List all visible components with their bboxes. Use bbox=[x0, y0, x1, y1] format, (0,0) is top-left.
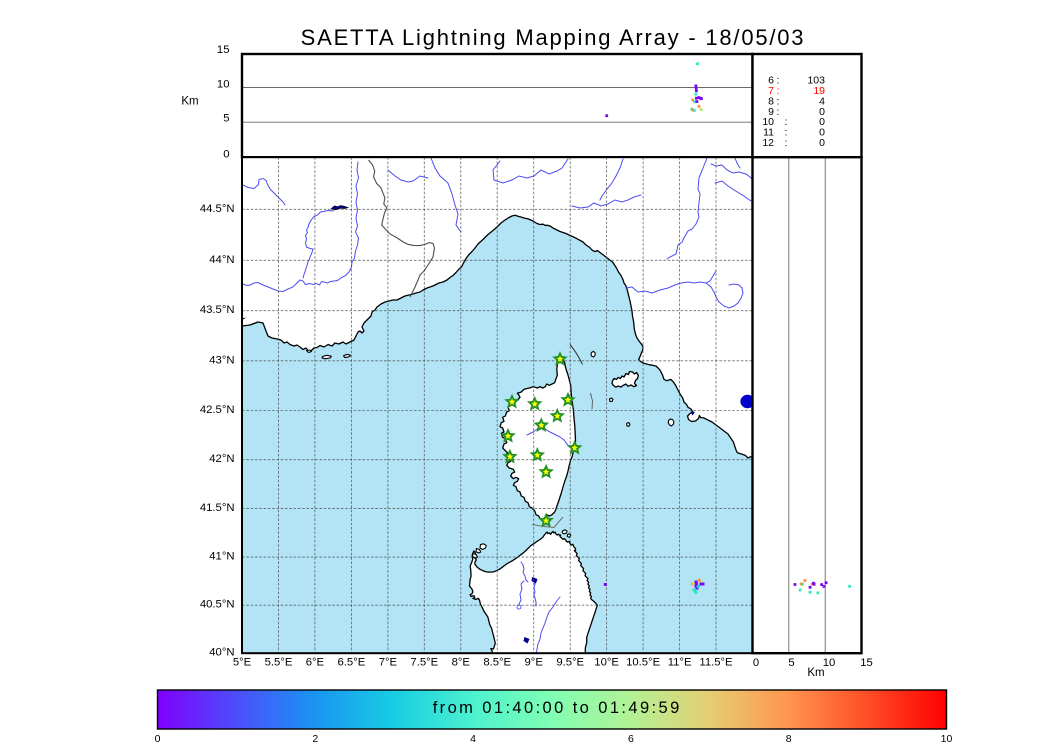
svg-text:6: 6 bbox=[768, 75, 774, 87]
svg-text:6°E: 6°E bbox=[306, 657, 325, 669]
svg-text::: : bbox=[785, 137, 788, 149]
svg-text::: : bbox=[777, 75, 780, 87]
svg-text:44.5°N: 44.5°N bbox=[200, 203, 235, 215]
svg-text:9°E: 9°E bbox=[525, 657, 544, 669]
svg-text:103: 103 bbox=[807, 75, 825, 87]
svg-text:8: 8 bbox=[786, 733, 792, 745]
svg-text:42°N: 42°N bbox=[209, 453, 234, 465]
svg-text:5.5°E: 5.5°E bbox=[265, 657, 293, 669]
svg-text:7: 7 bbox=[768, 85, 774, 97]
svg-text:0: 0 bbox=[819, 137, 825, 149]
svg-text:0: 0 bbox=[819, 106, 825, 118]
svg-text::: : bbox=[777, 85, 780, 97]
svg-text:5: 5 bbox=[223, 113, 229, 125]
svg-text:5°E: 5°E bbox=[233, 657, 252, 669]
svg-text:40.5°N: 40.5°N bbox=[200, 599, 235, 611]
svg-text:0: 0 bbox=[819, 116, 825, 128]
svg-text:10.5°E: 10.5°E bbox=[626, 657, 661, 669]
svg-text:40°N: 40°N bbox=[209, 647, 234, 659]
svg-text:12: 12 bbox=[762, 137, 774, 149]
svg-text:Km: Km bbox=[807, 667, 824, 679]
svg-text:7°E: 7°E bbox=[379, 657, 398, 669]
svg-text:8: 8 bbox=[768, 95, 774, 107]
svg-text:43.5°N: 43.5°N bbox=[200, 304, 235, 316]
svg-text:10: 10 bbox=[941, 733, 953, 745]
svg-text::: : bbox=[785, 116, 788, 128]
svg-text:44°N: 44°N bbox=[209, 254, 234, 266]
svg-text:6: 6 bbox=[628, 733, 634, 745]
svg-text:0: 0 bbox=[819, 127, 825, 139]
svg-text:10°E: 10°E bbox=[594, 657, 619, 669]
svg-text::: : bbox=[777, 106, 780, 118]
svg-text:43°N: 43°N bbox=[209, 354, 234, 366]
svg-text:19: 19 bbox=[813, 85, 825, 97]
svg-text:11°E: 11°E bbox=[668, 657, 692, 669]
svg-text:10: 10 bbox=[217, 78, 230, 90]
svg-text:8.5°E: 8.5°E bbox=[483, 657, 511, 669]
svg-text:10: 10 bbox=[823, 657, 836, 669]
svg-text:7.5°E: 7.5°E bbox=[410, 657, 438, 669]
svg-text:0: 0 bbox=[155, 733, 161, 745]
svg-text::: : bbox=[777, 95, 780, 107]
svg-text:0: 0 bbox=[223, 148, 229, 160]
svg-text:15: 15 bbox=[860, 657, 873, 669]
svg-text:from 01:40:00 to 01:49:59: from 01:40:00 to 01:49:59 bbox=[433, 699, 682, 717]
svg-text:5: 5 bbox=[788, 657, 794, 669]
svg-text:11: 11 bbox=[763, 127, 774, 139]
svg-text:15: 15 bbox=[217, 44, 230, 56]
svg-text:41°N: 41°N bbox=[209, 551, 234, 563]
svg-text::: : bbox=[785, 127, 788, 139]
svg-text:4: 4 bbox=[470, 733, 476, 745]
svg-text:SAETTA Lightning Mapping Array: SAETTA Lightning Mapping Array - 18/05/0… bbox=[301, 25, 806, 50]
svg-text:4: 4 bbox=[819, 95, 825, 107]
svg-text:9: 9 bbox=[768, 106, 774, 118]
svg-text:8°E: 8°E bbox=[452, 657, 471, 669]
svg-text:0: 0 bbox=[753, 657, 759, 669]
svg-text:11.5°E: 11.5°E bbox=[699, 657, 733, 669]
svg-text:Km: Km bbox=[181, 96, 198, 108]
svg-text:42.5°N: 42.5°N bbox=[200, 404, 235, 416]
svg-text:10: 10 bbox=[762, 116, 774, 128]
svg-text:41.5°N: 41.5°N bbox=[200, 502, 235, 514]
svg-text:9.5°E: 9.5°E bbox=[556, 657, 584, 669]
svg-text:2: 2 bbox=[312, 733, 318, 745]
svg-text:6.5°E: 6.5°E bbox=[338, 657, 366, 669]
